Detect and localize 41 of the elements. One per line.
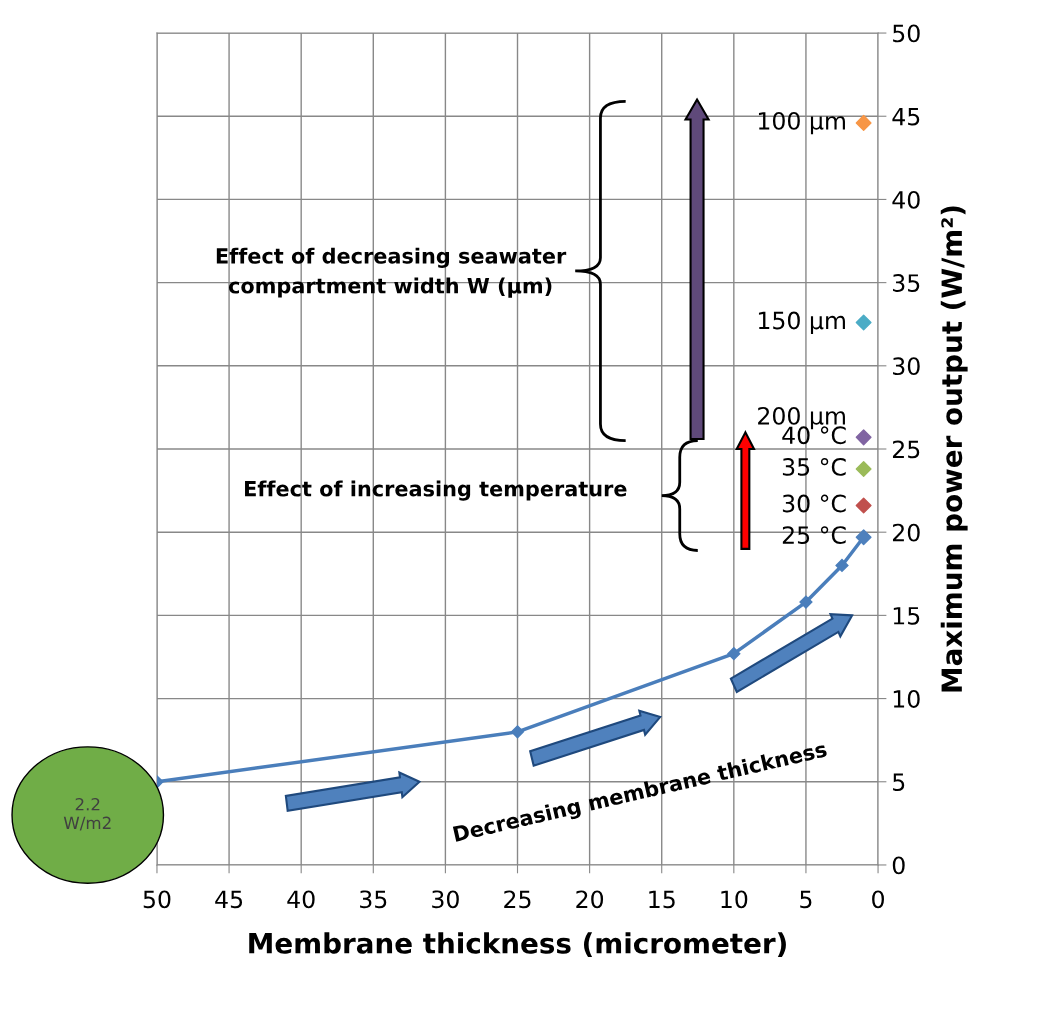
x-tick-label: 10 [721,890,748,909]
point [510,725,525,739]
series-label: 30 °C [782,494,846,513]
point [727,647,741,661]
y-tick-label: 20 [892,523,920,542]
y-tick-label: 5 [893,773,905,792]
y-tick-label: 40 [892,190,920,209]
x-tick-label: 45 [215,890,243,909]
y-tick-label: 50 [893,24,920,43]
text: 2.2 W/m2 [63,797,111,831]
series-label: 150 µm [758,311,845,334]
x-axis-title: Membrane thickness (micrometer) [249,932,786,958]
point [855,497,872,514]
point [799,595,813,609]
series-label: 100 µm [758,111,845,135]
x-tick-label: 20 [576,890,604,909]
x-tick-label: 0 [872,890,884,909]
point [855,114,872,131]
y-tick-label: 15 [893,607,920,625]
y-tick-label: 30 [893,357,920,376]
y-tick-label: 10 [893,690,920,708]
point [835,558,849,573]
y-tick-label: 45 [892,108,920,126]
point [855,429,872,446]
x-tick-label: 5 [800,890,812,909]
y-tick-label: 25 [892,440,920,459]
point [855,460,872,477]
series-label: 25 °C [782,526,846,545]
point [855,314,872,331]
x-tick-label: 25 [504,890,531,909]
x-tick-label: 15 [649,890,675,909]
x-tick-label: 30 [432,890,459,909]
x-tick-label: 50 [143,890,171,909]
annotation: Effect of increasing temperature [245,480,627,501]
x-tick-label: 35 [360,890,387,909]
annotation: Effect of decreasing seawater compartment width W (µm) [216,247,567,298]
y-axis-title: Maximum power output (W/m²) [940,206,968,692]
x-tick-label: 40 [287,890,315,909]
y-tick-label: 35 [893,274,920,292]
y-tick-label: 0 [892,856,905,875]
series-label: 35 °C [782,457,846,476]
